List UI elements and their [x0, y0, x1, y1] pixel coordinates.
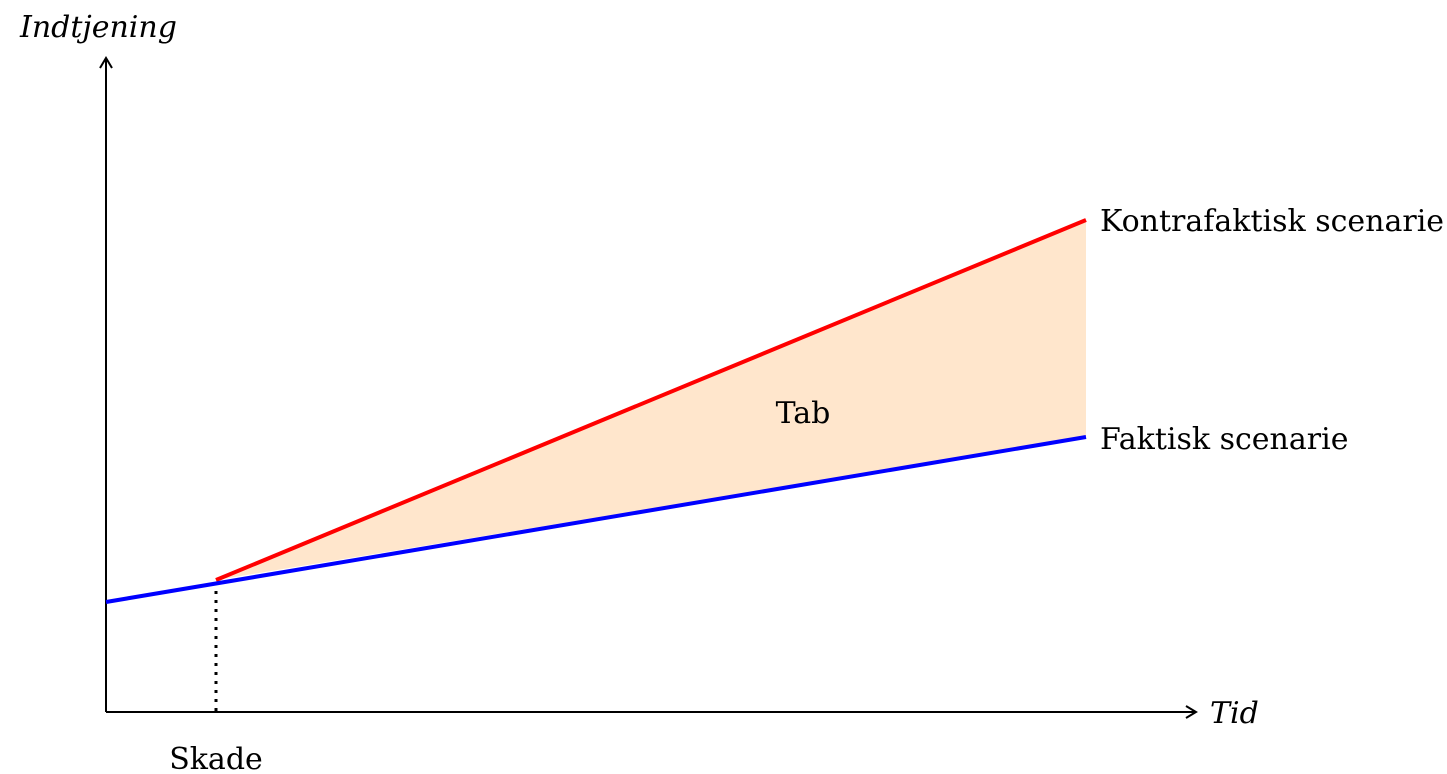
- actual-label: Faktisk scenarie: [1100, 422, 1348, 457]
- x-axis-label: Tid: [1210, 696, 1259, 731]
- actual-line: [105, 435, 1087, 604]
- event-label: Skade: [169, 742, 263, 774]
- y-axis-label: Indtjening: [19, 10, 177, 45]
- x-axis-arrowhead: [1185, 705, 1198, 719]
- counterfactual-line: [215, 218, 1087, 582]
- y-axis-arrowhead: [99, 56, 113, 69]
- counterfactual-label: Kontrafaktisk scenarie: [1100, 204, 1444, 239]
- loss-label: Tab: [776, 396, 831, 431]
